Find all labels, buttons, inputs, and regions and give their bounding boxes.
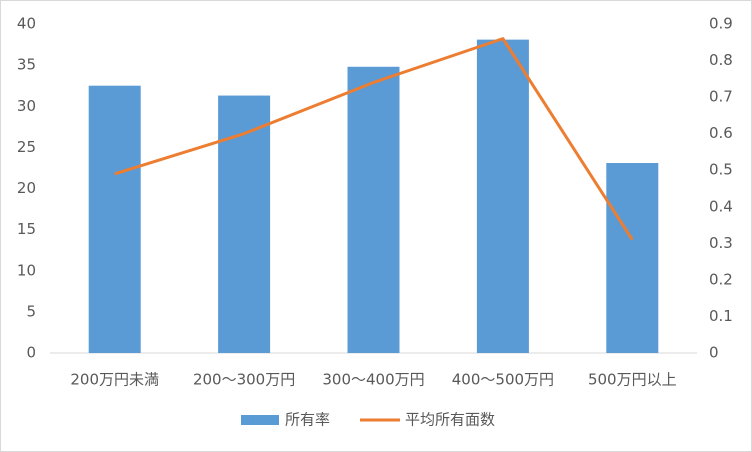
line [114,37,634,241]
y-tick-label: 25 [17,138,36,156]
legend-label: 平均所有面数 [405,411,495,429]
y2-tick-label: 0.4 [709,197,733,215]
y2-tick-label: 0.5 [709,161,733,179]
x-tick-label: 400～500万円 [452,371,554,389]
bar [88,85,141,353]
y2-tick-label: 0.3 [709,234,733,252]
x-tick-label: 200～300万円 [193,371,295,389]
y-tick-label: 10 [17,261,36,279]
y2-tick-label: 0 [709,344,719,362]
y2-tick-label: 0.6 [709,124,733,142]
y-tick-label: 35 [17,56,36,74]
y-tick-label: 5 [26,302,36,320]
x-tick-label: 500万円以上 [588,371,677,389]
bar [476,39,529,353]
y2-tick-label: 0.7 [709,88,733,106]
y-tick-label: 30 [17,97,36,115]
y2-tick-label: 0.8 [709,51,733,69]
y-tick-label: 20 [17,179,36,197]
y2-tick-label: 0.1 [709,307,733,325]
legend-swatch [241,415,279,425]
y-tick-label: 0 [26,344,36,362]
y-tick-label: 15 [17,220,36,238]
y-tick-label: 40 [17,15,36,33]
y2-tick-label: 0.9 [709,15,733,33]
bar [606,163,659,353]
x-tick-label: 300～400万円 [322,371,424,389]
bar [347,66,400,354]
legend-label: 所有率 [285,411,330,429]
y2-tick-label: 0.2 [709,270,733,288]
x-tick-label: 200万円未満 [70,371,159,389]
